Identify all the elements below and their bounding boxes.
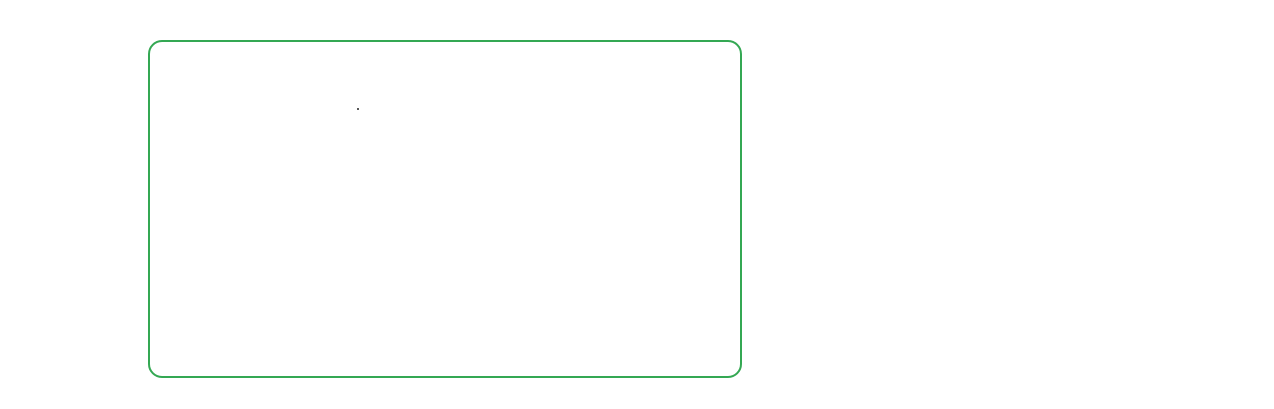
cursor-dot-icon [357,108,359,110]
empty-card-panel [148,40,742,378]
